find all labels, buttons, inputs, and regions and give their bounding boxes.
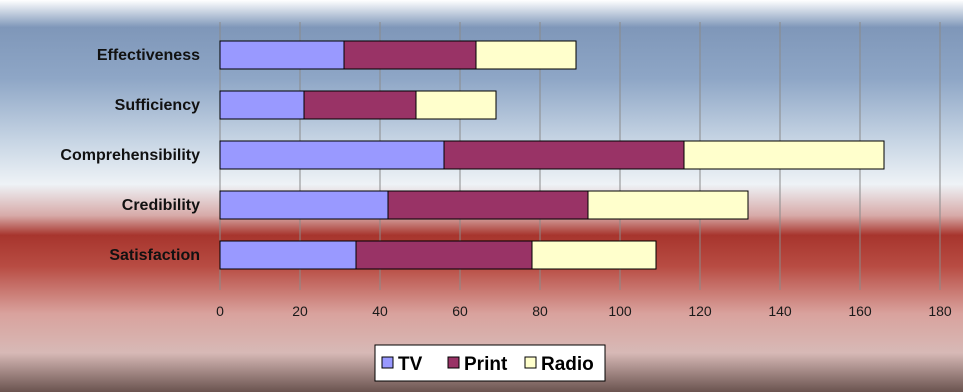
bar-segment-tv <box>219 40 345 70</box>
legend-box <box>374 344 606 382</box>
legend-label-print: Print <box>464 354 508 375</box>
bar-segment-tv <box>219 140 445 170</box>
x-tick-label: 140 <box>768 303 792 319</box>
bar-segment-radio <box>531 240 657 270</box>
category-label: Credibility <box>122 197 200 214</box>
legend-swatch-radio <box>524 356 537 369</box>
x-tick-label: 40 <box>372 303 388 319</box>
x-tick-label: 60 <box>452 303 468 319</box>
x-tick-label: 100 <box>608 303 632 319</box>
x-tick-label: 0 <box>216 303 224 319</box>
bar-segment-print <box>343 40 477 70</box>
category-label: Effectiveness <box>97 47 200 64</box>
x-tick-labels: 0 20 40 60 80 100 120 140 160 180 <box>216 303 952 319</box>
bar-segment-radio <box>587 190 749 220</box>
x-tick-label: 120 <box>688 303 712 319</box>
category-label: Comprehensibility <box>60 147 200 164</box>
x-tick-label: 20 <box>292 303 308 319</box>
bar-segment-radio <box>415 90 497 120</box>
category-label: Sufficiency <box>115 97 200 114</box>
bar-segment-print <box>387 190 589 220</box>
category-labels: Effectiveness Sufficiency Comprehensibilit… <box>60 47 200 264</box>
legend-swatch-print <box>447 356 460 369</box>
legend: TV Print Radio <box>374 344 606 382</box>
x-tick-label: 80 <box>532 303 548 319</box>
legend-label-radio: Radio <box>541 354 594 375</box>
bar-segment-radio <box>683 140 885 170</box>
bar-segment-tv <box>219 90 305 120</box>
bar-segment-print <box>303 90 417 120</box>
bar-segment-radio <box>475 40 577 70</box>
bar-segment-tv <box>219 240 357 270</box>
bar-segment-tv <box>219 190 389 220</box>
category-label: Satisfaction <box>109 247 200 264</box>
x-tick-label: 160 <box>848 303 872 319</box>
x-tick-label: 180 <box>928 303 952 319</box>
bar-segment-print <box>355 240 533 270</box>
bar-segment-print <box>443 140 685 170</box>
legend-label-tv: TV <box>398 354 423 375</box>
legend-swatch-tv <box>381 356 394 369</box>
bars <box>219 40 885 270</box>
